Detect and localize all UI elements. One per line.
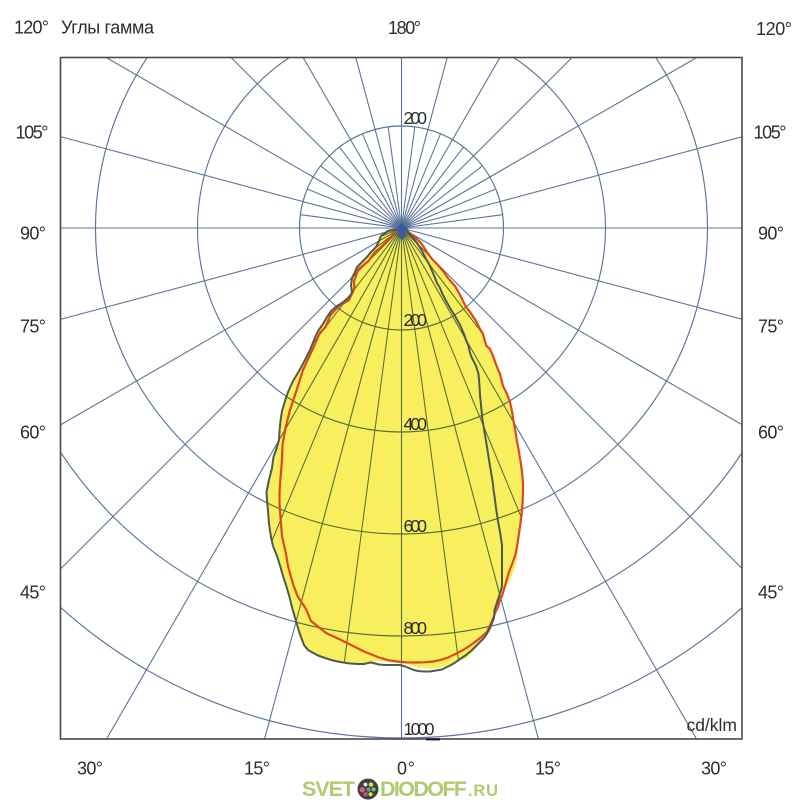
svg-text:200: 200 <box>404 310 428 330</box>
svg-text:800: 800 <box>404 618 428 638</box>
svg-text:120°: 120° <box>14 18 49 38</box>
svg-text:15°: 15° <box>244 759 270 779</box>
svg-text:105°: 105° <box>16 123 49 143</box>
svg-text:30°: 30° <box>77 759 103 779</box>
svg-text:75°: 75° <box>758 317 784 337</box>
svg-text:1000: 1000 <box>404 719 435 739</box>
svg-text:105°: 105° <box>754 123 787 143</box>
svg-text:15°: 15° <box>535 759 561 779</box>
svg-text:30°: 30° <box>701 759 727 779</box>
svg-text:120°: 120° <box>756 19 792 39</box>
svg-text:90°: 90° <box>758 224 784 244</box>
svg-text:45°: 45° <box>20 583 46 603</box>
svg-text:400: 400 <box>404 414 428 434</box>
svg-text:SVET: SVET <box>302 777 355 800</box>
svg-text:Углы гамма: Углы гамма <box>61 18 155 38</box>
svg-text:DIODOFF: DIODOFF <box>380 777 467 800</box>
svg-text:600: 600 <box>404 516 428 536</box>
svg-text:45°: 45° <box>758 583 784 603</box>
svg-text:cd/klm: cd/klm <box>686 715 737 735</box>
svg-text:60°: 60° <box>20 423 46 443</box>
svg-text:200: 200 <box>404 108 428 128</box>
svg-text:.RU: .RU <box>468 782 498 800</box>
svg-text:180°: 180° <box>388 18 421 38</box>
svg-text:60°: 60° <box>758 423 784 443</box>
svg-text:0°: 0° <box>397 759 415 779</box>
svg-text:90°: 90° <box>20 224 46 244</box>
svg-text:75°: 75° <box>20 317 46 337</box>
